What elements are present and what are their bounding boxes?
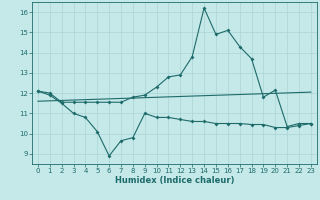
X-axis label: Humidex (Indice chaleur): Humidex (Indice chaleur) — [115, 176, 234, 185]
